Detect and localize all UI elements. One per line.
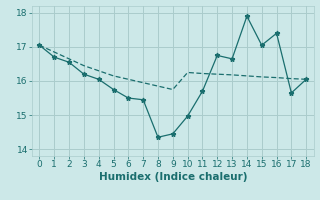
X-axis label: Humidex (Indice chaleur): Humidex (Indice chaleur) [99, 172, 247, 182]
